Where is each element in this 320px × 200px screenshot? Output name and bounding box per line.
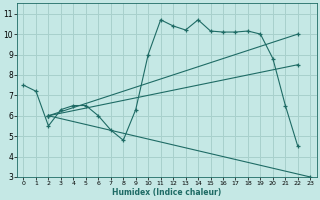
X-axis label: Humidex (Indice chaleur): Humidex (Indice chaleur) — [112, 188, 221, 197]
